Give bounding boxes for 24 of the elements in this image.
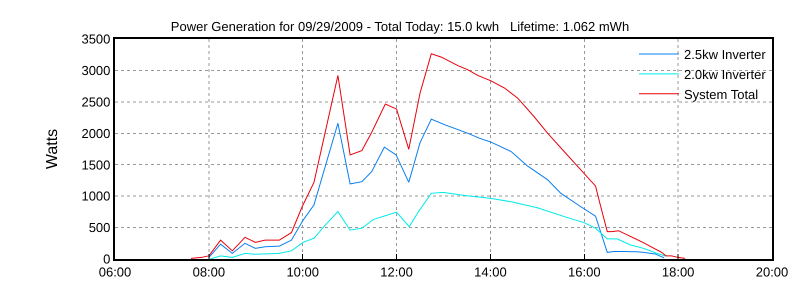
x-tick-label: 08:00	[192, 264, 226, 280]
y-tick-label: 1500	[81, 157, 110, 172]
y-axis-title: Watts	[44, 128, 61, 170]
line-series	[190, 53, 686, 259]
y-tick-label: 2500	[81, 94, 110, 110]
line-series	[210, 192, 666, 259]
x-tick-label: 12:00	[380, 264, 413, 280]
x-tick-label: 18:00	[662, 264, 694, 280]
y-tick-label: 0	[103, 252, 110, 267]
x-tick-label: 20:00	[756, 264, 788, 280]
x-tick-label: 06:00	[98, 264, 132, 280]
y-tick-label: 2000	[81, 126, 110, 141]
legend-label: System Total	[684, 86, 758, 102]
legend-label: 2.0kw Inverter	[684, 66, 766, 82]
y-tick-label: 500	[88, 220, 110, 236]
y-tick-label: 3000	[81, 62, 110, 78]
x-tick-label: 16:00	[568, 264, 601, 280]
y-tick-label: 3500	[81, 32, 110, 47]
x-tick-label: 10:00	[286, 264, 319, 280]
y-tick-label: 1000	[81, 188, 110, 204]
line-series	[208, 118, 665, 258]
x-tick-label: 14:00	[474, 264, 507, 280]
chart-title: Power Generation for 09/29/2009 - Total Today: 15.0 kwh Lifetime: 1.062 mWh	[170, 19, 630, 34]
legend-label: 2.5kw Inverter	[684, 47, 766, 62]
